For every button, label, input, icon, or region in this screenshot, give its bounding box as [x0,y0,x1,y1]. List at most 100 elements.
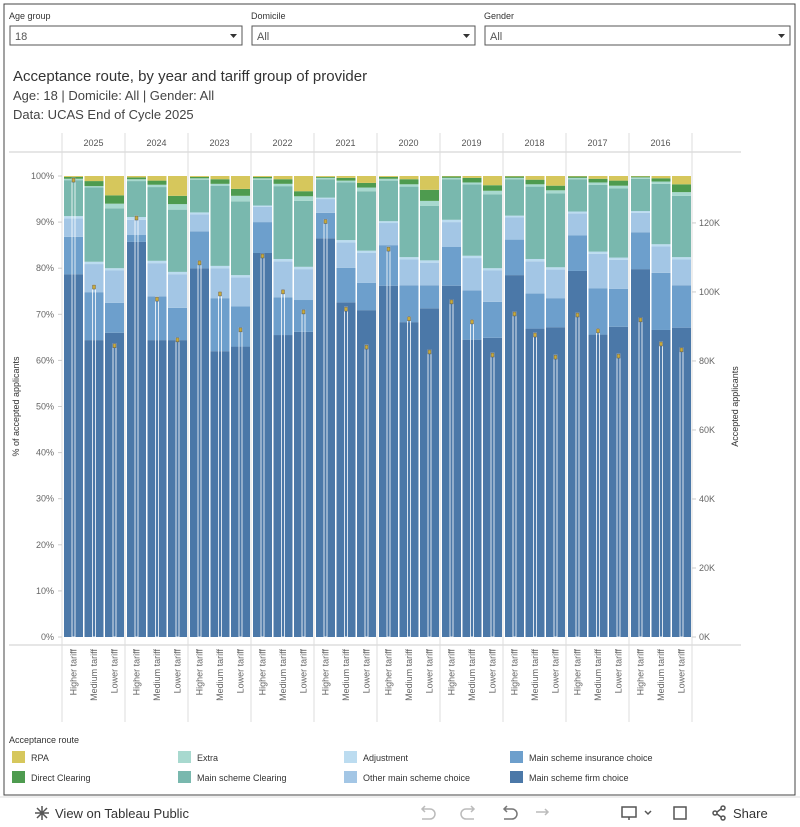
bar-segment [210,183,230,186]
bar-segment [462,258,482,291]
year-header: 2020 [398,138,418,148]
bar-segment [64,216,83,219]
bar-segment [84,187,104,262]
filter-dropdown[interactable]: 18 [9,25,243,46]
bar-segment [336,240,356,243]
x-tick-label: Higher tariff [195,649,205,696]
applicants-cap [281,289,285,295]
bar-segment [316,176,335,177]
applicants-cap [364,344,369,350]
bar-segment [316,238,335,638]
toolbar-buttons[interactable] [621,805,726,821]
bar-segment [505,239,524,276]
y2-tick-label: 20K [699,563,715,573]
bar-segment [379,245,398,286]
bar-segment [631,212,650,233]
bar-segment [210,265,230,269]
bar-segment [64,176,83,177]
bar-segment [336,267,356,303]
bar-segment [147,176,167,181]
y-tick-label: 30% [36,494,54,504]
bar-segment [399,285,419,323]
filter-dropdown[interactable]: All [251,25,476,46]
share-button[interactable]: Share [733,806,768,821]
dropdown-box[interactable] [251,25,476,46]
y-tick-label: 20% [36,540,54,550]
bar-segment [420,200,439,206]
legend-label: Extra [197,753,218,763]
bar-segment [253,179,272,206]
bar-segment [588,253,608,289]
bar-segment [105,176,124,196]
x-tick-label: Medium tariff [152,649,162,701]
bar-segment [379,178,398,181]
bar-segment [64,218,83,237]
applicants-cap [659,341,663,347]
bar-segment [127,176,146,178]
legend-label: Main scheme firm choice [529,773,629,783]
bar-segment [609,176,628,181]
y-tick-label: 90% [36,217,54,227]
bar-segment [588,182,608,185]
bar-segment [483,301,502,338]
applicants-cap [175,337,180,343]
bar-segment [168,307,187,341]
bar-segment [420,285,439,309]
x-tick-label: Medium tariff [467,649,477,701]
bar-segment [379,285,398,637]
bar-segment [294,331,313,637]
bar-segment [399,184,419,187]
bar-segment [357,191,376,251]
bar-segment [631,176,650,178]
view-link[interactable]: View on Tableau Public [55,806,189,821]
filter-dropdown[interactable]: All [484,25,791,46]
bar-segment [546,269,565,299]
bar-segment [231,176,250,189]
bar-segment [442,222,461,247]
bar-segment [609,326,628,637]
bar-segment [672,257,691,260]
x-tick-label: Higher tariff [636,649,646,696]
bar-segment [568,211,587,214]
bar-segment [379,176,398,179]
bar-segment [357,187,376,192]
year-header: 2023 [209,138,229,148]
bar-segment [483,194,502,269]
tableau-icon[interactable] [35,806,49,820]
bar-segment [190,178,209,180]
bar-segment [483,270,502,302]
bar-segment [336,180,356,183]
bar-segment [253,205,272,207]
bar-segment [442,177,461,180]
bar-segment [546,298,565,328]
bar-segment [568,177,587,180]
bar-segment [147,296,167,341]
bar-segment [588,176,608,179]
y-tick-label: 100% [31,171,54,181]
bar-segment [190,176,209,177]
bar-segment [294,176,313,192]
bar-segment [357,182,376,188]
x-tick-label: Lower tariff [173,649,183,694]
legend-swatch [510,771,523,783]
dropdown-box[interactable] [484,25,791,46]
bar-segment [127,177,146,180]
bar-segment [379,180,398,222]
bar-segment [609,288,628,327]
bar-segment [190,179,209,213]
bar-segment [84,181,104,187]
bar-segment [294,200,313,267]
applicants-cap [679,347,684,353]
dropdown-box[interactable] [9,25,243,46]
bar-segment [505,215,524,218]
x-tick-label: Higher tariff [384,649,394,696]
filter-label: Age group [9,11,51,21]
applicants-cap [407,316,411,322]
bar-segment [525,184,545,187]
bar-segment [294,266,313,270]
x-tick-label: Lower tariff [236,649,246,694]
legend-swatch [12,771,25,783]
x-tick-label: Medium tariff [404,649,414,701]
bar-segment [672,195,691,258]
applicants-cap [427,349,432,355]
